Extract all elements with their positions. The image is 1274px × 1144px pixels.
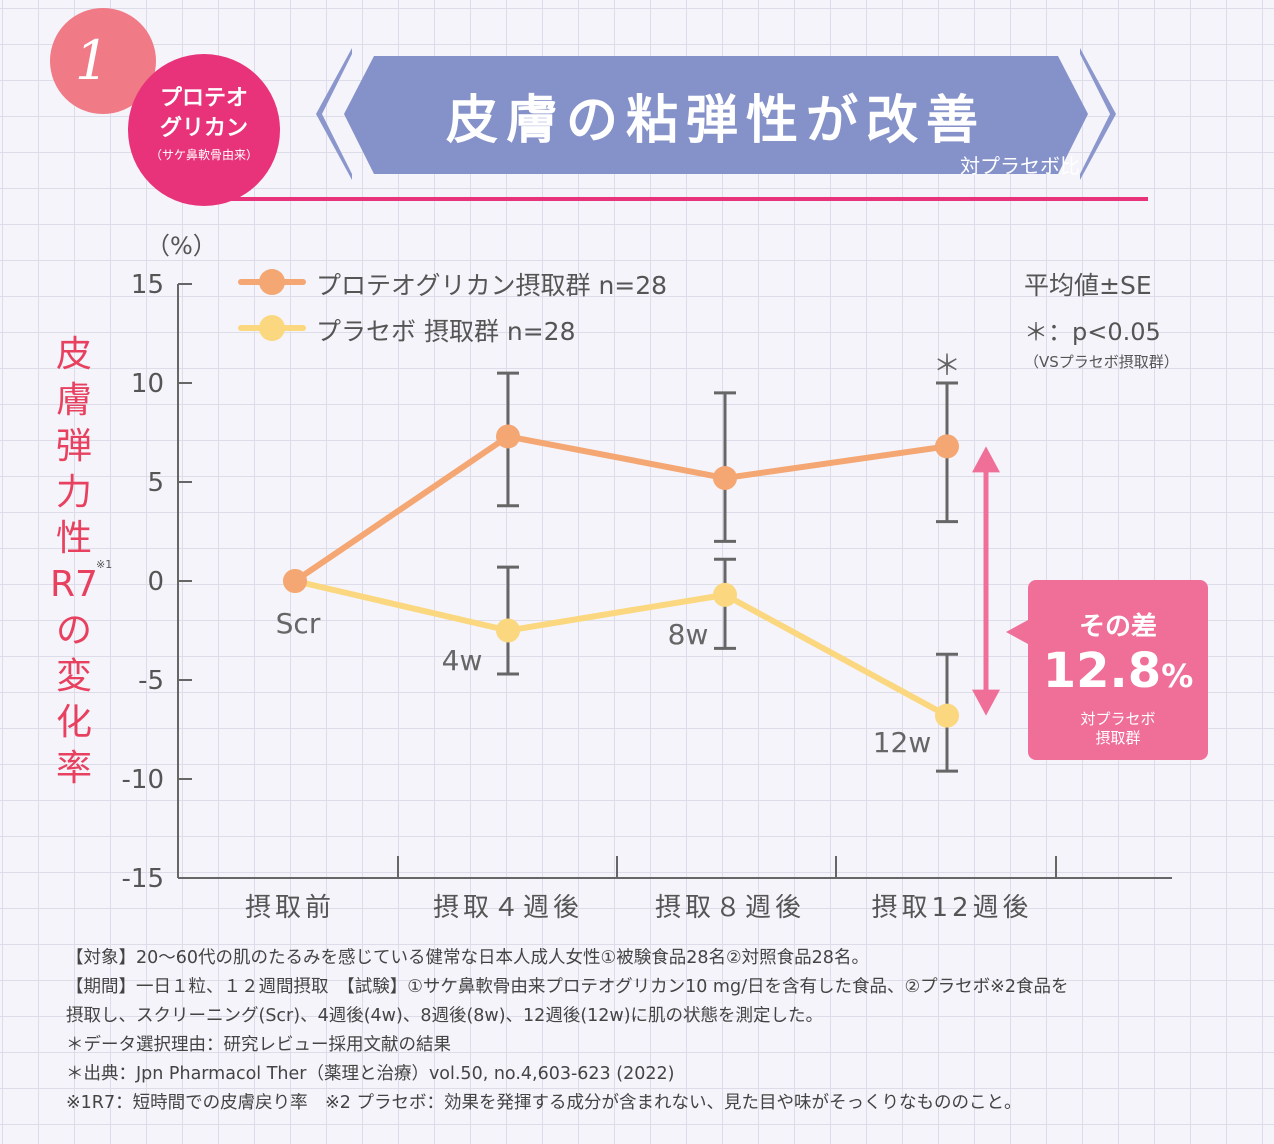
- point-label: 12w: [873, 726, 932, 759]
- title-banner: [316, 48, 1116, 180]
- footnote-line: ※1R7：短時間での皮膚戻り率 ※2 プラセボ：効果を発揮する成分が含まれない、…: [66, 1093, 1022, 1113]
- data-point: [283, 569, 307, 593]
- title-underline: [230, 197, 1148, 201]
- stats-comparison: （VSプラセボ摂取群）: [1024, 353, 1179, 371]
- data-point: [713, 582, 737, 607]
- y-tick-label: 15: [131, 270, 164, 300]
- difference-unit: %: [1161, 657, 1194, 695]
- series-line: [293, 433, 948, 584]
- difference-group: 摂取群: [1095, 729, 1141, 747]
- legend-label: プラセボ 摂取群 n=28: [316, 317, 576, 346]
- x-category-label: 摂取８週後: [655, 893, 805, 923]
- title-banner-shape: [316, 48, 1116, 180]
- difference-callout: その差 12.8% 対プラセボ 摂取群: [1006, 580, 1208, 760]
- difference-label: その差: [1078, 612, 1157, 642]
- point-label: Scr: [276, 607, 321, 640]
- series-line: [294, 578, 949, 719]
- badge-sub: （サケ鼻軟骨由来）: [149, 148, 258, 162]
- y-tick-label: 0: [147, 567, 164, 597]
- stats-note: 平均値±SE ＊：p<0.05 （VSプラセボ摂取群）: [1024, 266, 1179, 372]
- point-label: 4w: [442, 644, 483, 677]
- x-category-label: 摂取４週後: [433, 893, 583, 923]
- difference-arrow-head: [972, 689, 1000, 716]
- x-category-label: 摂取12週後: [871, 893, 1032, 923]
- title-subtitle: 対プラセボ比: [960, 154, 1080, 178]
- stats-mean-se: 平均値±SE: [1024, 271, 1152, 300]
- ingredient-badge: プロテオ グリカン （サケ鼻軟骨由来）: [128, 54, 280, 206]
- step-number-badge: 1: [50, 8, 156, 114]
- footnote-line: 摂取し、スクリーニング(Scr)、4週後(4w)、8週後(8w)、12週後(12…: [66, 1006, 824, 1026]
- data-point: [713, 466, 737, 491]
- y-axis-label-note: ※1: [96, 558, 113, 571]
- y-tick-label: -5: [138, 666, 164, 696]
- footnote-line: 【期間】一日１粒、１２週間摂取 【試験】①サケ鼻軟骨由来プロテオグリカン10 m…: [66, 977, 1069, 997]
- point-label: 8w: [668, 618, 709, 651]
- y-tick-label: -15: [122, 864, 164, 894]
- difference-value: 12.8: [1042, 643, 1162, 699]
- legend-marker: [259, 315, 285, 341]
- footnote-line: 【対象】20～60代の肌のたるみを感じている健常な日本人成人女性①被験食品28名…: [66, 948, 869, 968]
- footnotes: 【対象】20～60代の肌のたるみを感じている健常な日本人成人女性①被験食品28名…: [66, 944, 1266, 1118]
- badge-line2: グリカン: [159, 116, 248, 141]
- page-title: 皮膚の粘弾性が改善: [445, 91, 986, 151]
- difference-arrow-head: [972, 446, 1000, 473]
- stats-significance: ＊：p<0.05: [1024, 318, 1161, 346]
- badge-line1: プロテオ: [159, 86, 248, 111]
- legend-marker: [259, 269, 285, 295]
- footnote-line: ＊データ選択理由：研究レビュー採用文献の結果: [66, 1035, 451, 1055]
- data-point: [496, 424, 520, 449]
- footnote-line: ＊出典：Jpn Pharmacol Ther（薬理と治療）vol.50, no.…: [66, 1064, 675, 1084]
- significance-marker: ＊: [933, 349, 961, 382]
- data-point: [935, 434, 959, 459]
- y-tick-label: 10: [131, 369, 164, 399]
- legend-label: プロテオグリカン摂取群 n=28: [316, 271, 668, 300]
- y-axis-unit: （%）: [146, 232, 217, 260]
- y-tick-label: -10: [122, 765, 164, 795]
- data-point: [935, 703, 959, 728]
- y-tick-label: 5: [147, 468, 164, 498]
- x-category-label: 摂取前: [245, 893, 335, 923]
- data-point: [496, 618, 520, 643]
- y-axis-label: 皮膚弾力性R7の変化率: [50, 334, 98, 789]
- difference-vs: 対プラセボ: [1080, 710, 1156, 728]
